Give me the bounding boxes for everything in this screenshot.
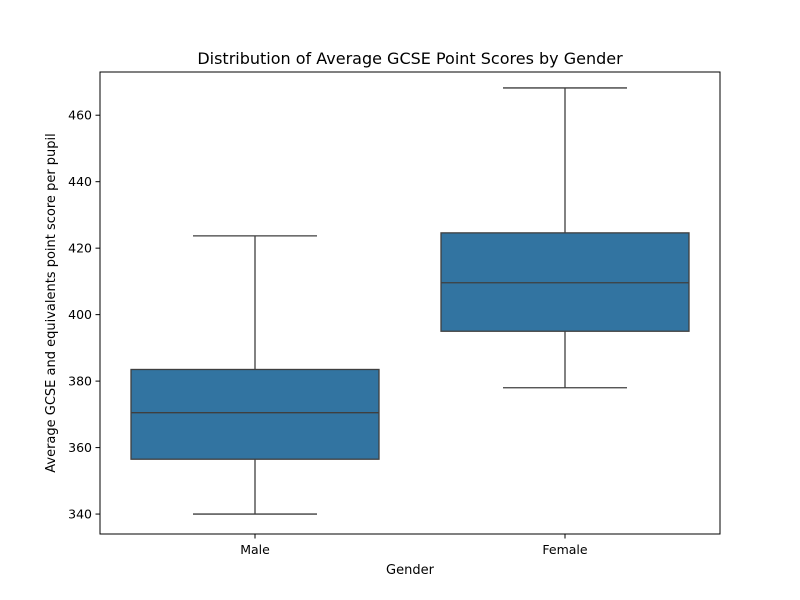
box-group-male: [130, 235, 380, 515]
y-tick-label: 340: [68, 507, 92, 522]
axes-frame: [99, 71, 721, 535]
chart-title: Distribution of Average GCSE Point Score…: [197, 49, 623, 68]
y-tick-label: 400: [68, 307, 92, 322]
x-axis-label: Gender: [386, 563, 435, 578]
box-iqr: [130, 368, 380, 460]
y-tick-label: 420: [68, 241, 92, 256]
y-tick-label: 380: [68, 374, 92, 389]
x-tick-label: Female: [542, 542, 588, 557]
y-tick-label: 440: [68, 174, 92, 189]
y-tick-label: 460: [68, 108, 92, 123]
box-iqr: [440, 232, 690, 332]
y-axis-label: Average GCSE and equivalents point score…: [44, 133, 59, 473]
plot-area: 340 360 380 400 420 440 460 Male Female: [68, 71, 721, 557]
y-tick-label: 360: [68, 440, 92, 455]
x-tick-label: Male: [240, 542, 270, 557]
box-group-female: [440, 87, 690, 389]
